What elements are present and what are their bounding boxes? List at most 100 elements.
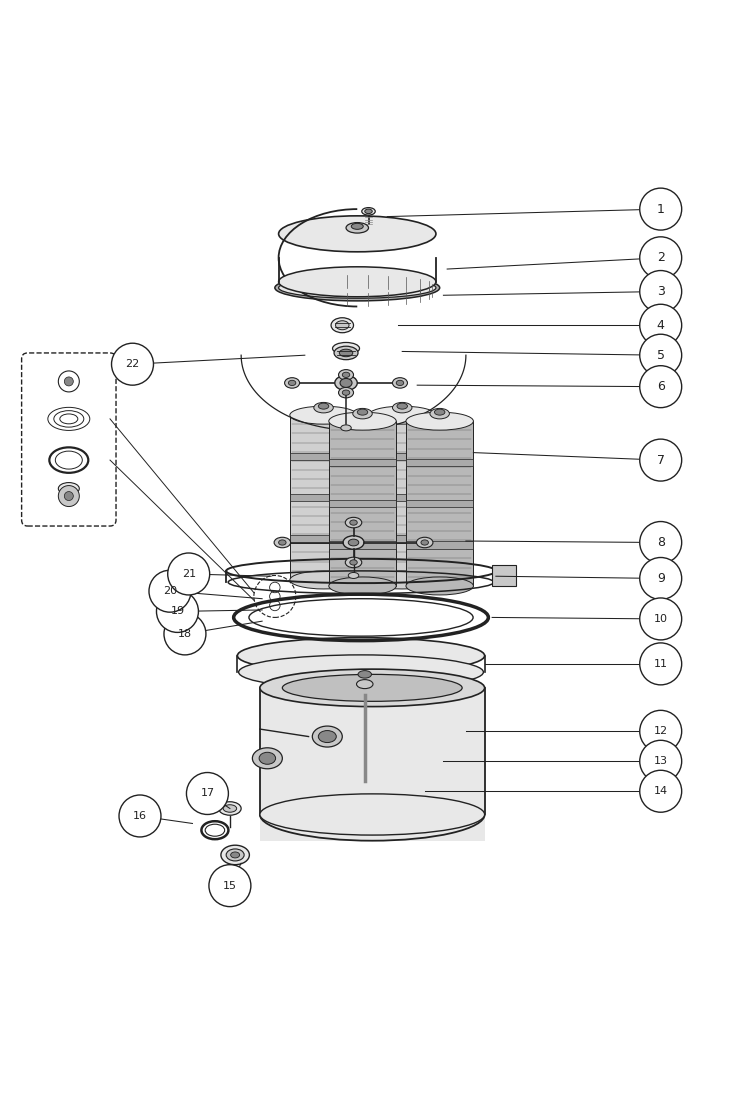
- Ellipse shape: [59, 483, 79, 495]
- Bar: [329, 499, 396, 507]
- Bar: [368, 452, 436, 460]
- Ellipse shape: [345, 517, 362, 528]
- Ellipse shape: [226, 849, 244, 861]
- Text: 1: 1: [656, 202, 665, 216]
- Ellipse shape: [221, 845, 250, 865]
- Ellipse shape: [312, 726, 342, 747]
- Ellipse shape: [284, 377, 299, 388]
- Ellipse shape: [348, 572, 359, 579]
- Ellipse shape: [397, 404, 408, 409]
- Ellipse shape: [356, 680, 373, 689]
- Ellipse shape: [393, 377, 408, 388]
- Text: 7: 7: [656, 453, 665, 466]
- Text: 17: 17: [200, 789, 214, 799]
- Ellipse shape: [406, 412, 474, 430]
- Ellipse shape: [318, 404, 329, 409]
- Ellipse shape: [393, 403, 412, 412]
- Circle shape: [640, 305, 681, 346]
- Ellipse shape: [435, 409, 445, 415]
- Bar: [329, 541, 396, 549]
- Ellipse shape: [417, 537, 433, 548]
- Ellipse shape: [368, 406, 436, 425]
- Ellipse shape: [342, 390, 350, 395]
- Text: 8: 8: [656, 536, 665, 549]
- Circle shape: [111, 343, 153, 385]
- Ellipse shape: [260, 794, 484, 835]
- Ellipse shape: [346, 222, 368, 233]
- Ellipse shape: [314, 403, 333, 412]
- Ellipse shape: [219, 802, 241, 815]
- Text: 3: 3: [656, 285, 665, 298]
- Ellipse shape: [351, 223, 363, 229]
- Circle shape: [640, 236, 681, 278]
- Ellipse shape: [290, 406, 357, 425]
- Ellipse shape: [365, 209, 372, 213]
- Circle shape: [149, 570, 191, 613]
- Ellipse shape: [238, 654, 484, 690]
- Circle shape: [640, 740, 681, 782]
- Text: 13: 13: [653, 757, 668, 767]
- Ellipse shape: [396, 381, 404, 385]
- Bar: [329, 421, 396, 586]
- Ellipse shape: [278, 267, 436, 297]
- Text: 12: 12: [653, 726, 668, 736]
- Bar: [368, 535, 436, 542]
- Circle shape: [640, 188, 681, 230]
- Circle shape: [186, 772, 229, 814]
- Bar: [329, 459, 396, 466]
- Bar: [290, 415, 357, 580]
- Circle shape: [59, 485, 79, 506]
- Ellipse shape: [430, 408, 450, 419]
- Ellipse shape: [353, 408, 372, 419]
- Ellipse shape: [338, 370, 353, 381]
- Ellipse shape: [406, 578, 474, 595]
- Ellipse shape: [282, 674, 462, 702]
- Ellipse shape: [332, 342, 359, 354]
- Text: 2: 2: [656, 251, 665, 264]
- Circle shape: [640, 334, 681, 376]
- Ellipse shape: [223, 805, 237, 812]
- Ellipse shape: [274, 275, 440, 301]
- Text: 6: 6: [656, 381, 665, 393]
- Text: 16: 16: [133, 811, 147, 821]
- Ellipse shape: [335, 321, 349, 330]
- Ellipse shape: [338, 387, 353, 398]
- Ellipse shape: [329, 412, 396, 430]
- Ellipse shape: [362, 208, 375, 216]
- Ellipse shape: [341, 425, 351, 431]
- Ellipse shape: [278, 277, 436, 298]
- Ellipse shape: [350, 520, 357, 525]
- Text: 10: 10: [653, 614, 668, 624]
- Ellipse shape: [339, 349, 353, 356]
- Circle shape: [640, 439, 681, 481]
- Text: 18: 18: [178, 629, 192, 639]
- Ellipse shape: [278, 216, 436, 252]
- Bar: [492, 565, 516, 586]
- Ellipse shape: [340, 378, 352, 387]
- Bar: [368, 415, 436, 580]
- Ellipse shape: [329, 578, 396, 595]
- Bar: [290, 494, 357, 502]
- Circle shape: [209, 865, 251, 906]
- Ellipse shape: [348, 539, 359, 546]
- Bar: [368, 494, 436, 502]
- Ellipse shape: [231, 851, 240, 858]
- Bar: [406, 421, 474, 586]
- Text: 4: 4: [656, 319, 665, 332]
- Text: 9: 9: [656, 572, 665, 585]
- Ellipse shape: [274, 537, 290, 548]
- Ellipse shape: [238, 638, 484, 673]
- Ellipse shape: [334, 346, 358, 360]
- Bar: [260, 688, 484, 840]
- Circle shape: [640, 711, 681, 752]
- Circle shape: [640, 521, 681, 563]
- Ellipse shape: [358, 671, 371, 678]
- Circle shape: [640, 365, 681, 408]
- Ellipse shape: [335, 375, 357, 390]
- Text: 15: 15: [223, 881, 237, 891]
- Circle shape: [640, 271, 681, 312]
- Circle shape: [164, 613, 206, 654]
- Text: 14: 14: [653, 786, 668, 796]
- Ellipse shape: [288, 381, 296, 385]
- Ellipse shape: [318, 730, 336, 743]
